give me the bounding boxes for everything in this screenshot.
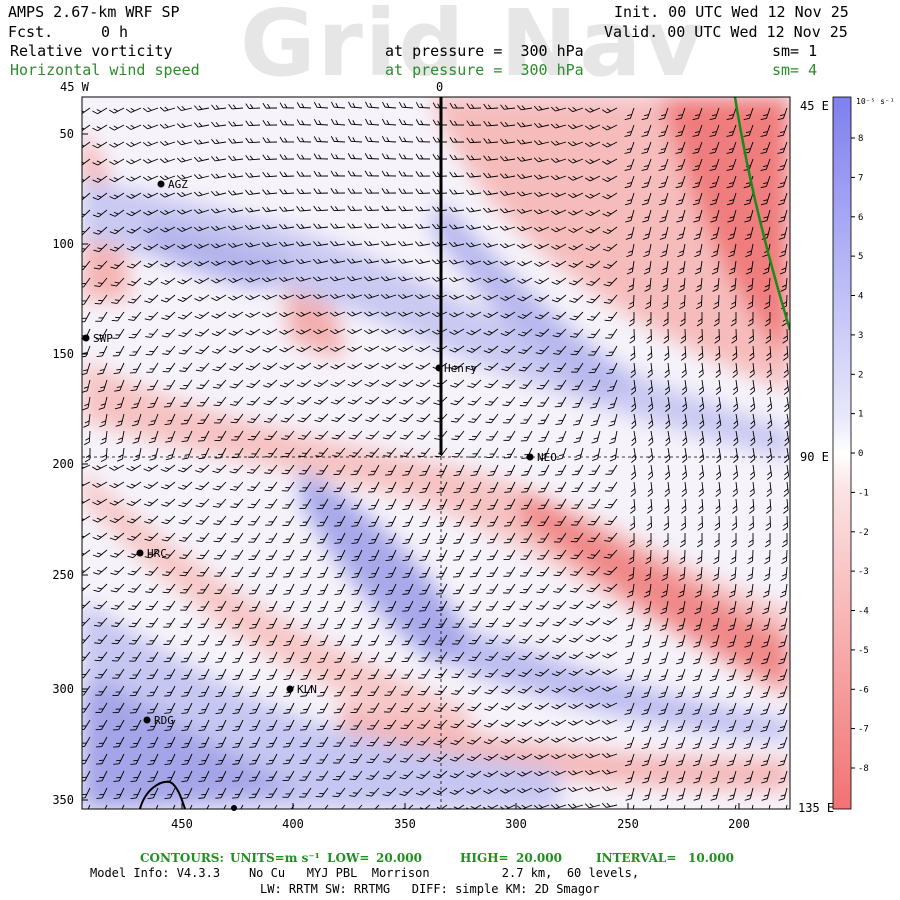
field2-level: at pressure = 300 hPa [385,61,584,79]
valid-time: Valid. 00 UTC Wed 12 Nov 25 [604,23,848,41]
contours-high-label: HIGH= [460,851,509,865]
colorbar-tick-label: 2 [858,370,863,380]
forecast-value: 0 h [101,23,129,41]
colorbar-tick-label: 8 [858,134,863,144]
colorbar-tick-label: 6 [858,213,863,223]
field1-smoothing: sm= 1 [772,42,818,60]
colorbar-tick-label: -3 [858,567,869,577]
plot-frame [81,96,791,810]
colorbar-tick-label: 5 [858,252,863,262]
bottom-contour [139,780,186,809]
x-tick-label: 300 [505,817,527,831]
field2-smoothing: sm= 4 [772,61,818,79]
svg-text:AGZ: AGZ [168,178,188,191]
x-axis: 450 400 350 300 250 200 [171,803,750,831]
colorbar-tick-label: 7 [858,173,863,183]
x-tick-label: 350 [394,817,416,831]
field2-name: Horizontal wind speed [10,61,200,79]
station-henry[interactable]: Henry [435,362,478,375]
y-axis: 50 100 150 200 250 300 350 [52,127,88,807]
y-tick-label: 50 [60,127,74,141]
physics-info: LW: RRTM SW: RRTMG DIFF: simple KM: 2D S… [260,882,600,896]
contours-interval: 10.000 [688,851,734,865]
longitude-label-right: 135 E [798,801,834,815]
colorbar-labels: 8 7 6 5 4 3 2 1 0 -1 -2 -3 -4 -5 -6 -7 -8 [851,134,869,774]
x-tick-label: 450 [171,817,193,831]
svg-text:KLN: KLN [297,683,317,696]
watermark-text: Grid Nav [240,0,706,97]
colorbar-unit: 10⁻⁵ s⁻¹ [856,97,895,106]
contours-low-label: LOW= [327,851,370,865]
colorbar-tick-label: -8 [858,764,869,774]
vorticity-field [82,97,790,809]
y-tick-label: 100 [52,237,74,251]
colorbar-tick-label: -5 [858,646,869,656]
model-info: Model Info: V4.3.3 No Cu MYJ PBL Morriso… [90,866,640,880]
station-neo[interactable]: NEO [526,451,557,464]
colorbar-tick-label: 1 [858,410,863,420]
y-tick-label: 300 [52,682,74,696]
svg-text:HRC: HRC [147,547,167,560]
contours-label: CONTOURS: [140,851,224,865]
forecast-label: Fcst. [8,23,54,41]
contours-high: 20.000 [516,851,562,865]
svg-text:RDG: RDG [154,714,174,727]
wind-speed-contour [733,97,790,331]
longitude-label-top: 0 [436,80,443,94]
model-title: AMPS 2.67-km WRF SP [8,3,180,21]
x-tick-label: 400 [282,817,304,831]
y-tick-label: 350 [52,793,74,807]
colorbar-tick-label: -6 [858,685,869,695]
contours-units: UNITS=m s⁻¹ [230,851,320,865]
station-swp[interactable]: SWP [82,332,114,345]
colorbar-tick-label: -1 [858,488,869,498]
station-kln[interactable]: KLN [286,683,317,696]
colorbar-tick-label: -4 [858,607,869,617]
colorbar-tick-label: -7 [858,725,869,735]
y-tick-label: 250 [52,568,74,582]
svg-text:NEO: NEO [537,451,557,464]
colorbar-tick-label: 0 [858,449,863,459]
station-agz[interactable]: AGZ [157,178,189,191]
colorbar-tick-label: 3 [858,331,863,341]
init-time: Init. 00 UTC Wed 12 Nov 25 [614,3,849,21]
y-tick-label: 200 [52,457,74,471]
longitude-label-right: 90 E [800,450,829,464]
x-tick-label: 250 [617,817,639,831]
contours-interval-label: INTERVAL= [596,851,677,865]
colorbar-tick-label: -2 [858,528,869,538]
svg-text:Henry: Henry [444,362,477,375]
svg-text:SWP: SWP [93,332,113,345]
stations: AGZ SWP Henry NEO HRC KLN RDG [82,178,557,811]
contours-low: 20.000 [376,851,422,865]
y-tick-label: 150 [52,347,74,361]
field1-name: Relative vorticity [10,42,173,60]
colorbar [832,96,852,810]
longitude-label-right: 45 E [800,99,829,113]
colorbar-tick-label: 4 [858,292,863,302]
field1-level: at pressure = 300 hPa [385,42,584,60]
station-rdg[interactable]: RDG [143,714,174,727]
x-tick-label: 200 [728,817,750,831]
longitude-label-top: 45 W [60,80,90,94]
station-hrc[interactable]: HRC [136,547,167,560]
